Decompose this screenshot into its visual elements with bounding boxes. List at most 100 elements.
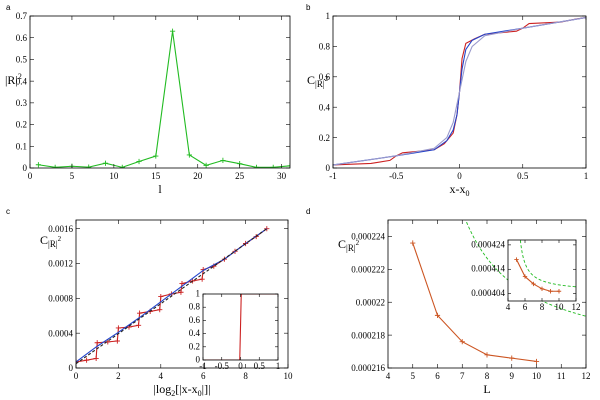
- data-point: [509, 355, 515, 361]
- x-tick-label: -1: [199, 361, 207, 371]
- panel-c: 0 2 4 6 8 1000.00040.00080.00120.0016|log2[|x…: [40, 219, 293, 398]
- panel-b: -1 -0.5 0 0.5 1 0 0.2 0.4 0.6 0.8 1 x-x0 C|R|2: [307, 11, 588, 198]
- series-group: [35, 28, 290, 168]
- x-tick-label: 4: [159, 371, 164, 381]
- y-tick-label: 0.5: [16, 55, 28, 65]
- y-tick-label: 0.000224: [351, 232, 385, 242]
- y-tick-label: 0.000424: [471, 239, 505, 249]
- y-tick-label: 0.2: [16, 120, 27, 130]
- series-line-1: [76, 228, 268, 363]
- y-tick-label: 0.000216: [351, 363, 385, 373]
- x-tick-label: 2: [116, 371, 121, 381]
- y-tick-label: 0.8: [189, 302, 201, 312]
- y-tick-label: 0: [23, 163, 28, 173]
- data-point: [533, 358, 540, 365]
- data-point: [522, 274, 528, 279]
- y-tick-label: 0.1: [16, 141, 27, 151]
- x-tick-label: 6: [523, 302, 528, 312]
- y-tick-label: 0.0016: [48, 224, 73, 234]
- data-point: [270, 164, 276, 168]
- data-point: [253, 164, 260, 168]
- x-tick-label: -0.5: [215, 361, 230, 371]
- x-tick-label: 20: [193, 171, 203, 181]
- x-tick-label: 0.5: [517, 171, 529, 181]
- panel-label-b: b: [306, 3, 311, 12]
- x-tick-label: 7: [460, 371, 465, 381]
- y-tick-label: 0.6: [319, 72, 331, 82]
- x-tick-label: 8: [243, 371, 248, 381]
- y-tick-label: 0.4: [16, 76, 28, 86]
- data-point: [459, 339, 465, 345]
- y-tick-label: 0.6: [16, 33, 28, 43]
- panel-c-inset: -1 -0.5 0 0.5 1 0 0.2 0.4 0.6 0.8 1: [189, 288, 281, 371]
- data-point: [178, 289, 184, 295]
- y-tick-label: 0: [69, 363, 74, 373]
- y-axis-label: C|R|2: [338, 237, 360, 253]
- y-tick-label: 0.7: [16, 11, 28, 21]
- y-tick-label: 0.000414: [471, 264, 505, 274]
- data-point: [287, 163, 290, 168]
- data-point: [136, 158, 142, 165]
- y-tick-label: 0.2: [319, 133, 330, 143]
- data-point: [169, 28, 176, 34]
- y-tick-label: 0.000404: [471, 288, 505, 298]
- x-tick-label: 0: [457, 171, 462, 181]
- data-point: [158, 294, 164, 300]
- panel-d: 4 5 6 7 8 9 10 11 12 0.000216 0.000218 0.00022 0.000…: [338, 219, 591, 396]
- data-point: [84, 357, 90, 363]
- data-point: [153, 153, 159, 159]
- x-tick-label: 10: [532, 371, 542, 381]
- y-tick-label: 0.000218: [351, 330, 385, 340]
- x-tick-label: 8: [485, 371, 490, 381]
- x-tick-label: 1: [584, 171, 589, 181]
- data-point: [114, 338, 120, 344]
- panel-a: 0 5 10 15 20 25 30 0 0.1 0.2 0.3 0.4 0.5 0.6 0.7 l |R|2: [5, 11, 291, 196]
- y-tick-label: 0.0008: [48, 294, 73, 304]
- panel-d-inset: 4 6 8 10 12 0.000404 0.000414 0.000424: [471, 239, 580, 312]
- data-point: [434, 312, 441, 318]
- y-tick-label: 0.8: [319, 42, 331, 52]
- y-tick-label: 1: [196, 288, 201, 298]
- x-tick-label: 15: [151, 171, 161, 181]
- series-line-2: [76, 228, 268, 365]
- x-tick-label: -1: [329, 171, 337, 181]
- series-group: [333, 16, 586, 166]
- x-tick-label: 25: [235, 171, 245, 181]
- y-tick-label: 0.3: [16, 98, 28, 108]
- y-tick-label: 1: [326, 11, 331, 21]
- y-tick-label: 0: [196, 354, 201, 364]
- x-tick-label: 10: [555, 302, 565, 312]
- data-point: [115, 325, 121, 331]
- x-tick-label: 0: [74, 371, 79, 381]
- data-point: [35, 162, 41, 168]
- x-tick-label: 11: [557, 371, 566, 381]
- y-axis-label: C|R|2: [307, 73, 329, 89]
- y-tick-label: 0.00022: [356, 297, 385, 307]
- series-line-0: [38, 31, 290, 168]
- data-point: [531, 281, 536, 287]
- plot-frame: [75, 219, 289, 369]
- x-axis-label: x-x0: [450, 182, 470, 198]
- data-point: [119, 164, 125, 168]
- x-tick-label: 12: [582, 371, 591, 381]
- data-point: [484, 352, 490, 358]
- series-group: [514, 240, 576, 294]
- x-axis-label: L: [483, 382, 490, 396]
- y-tick-label: 0.4: [189, 328, 201, 338]
- series-group: [203, 294, 278, 360]
- x-tick-label: 4: [386, 371, 391, 381]
- y-tick-label: 0.4: [319, 102, 331, 112]
- data-point: [203, 162, 209, 168]
- data-point: [137, 310, 143, 316]
- data-point: [556, 289, 562, 294]
- x-tick-label: -0.5: [389, 171, 404, 181]
- data-point: [410, 240, 416, 246]
- x-tick-label: 0: [238, 361, 243, 371]
- y-tick-label: 0.2: [189, 341, 200, 351]
- data-point: [102, 160, 109, 166]
- y-tick-label: 0.000222: [351, 264, 385, 274]
- data-point: [93, 355, 99, 362]
- y-tick-label: 0.0012: [48, 259, 73, 269]
- y-axis-label: C|R|2: [40, 233, 62, 249]
- panel-label-a: a: [6, 3, 11, 12]
